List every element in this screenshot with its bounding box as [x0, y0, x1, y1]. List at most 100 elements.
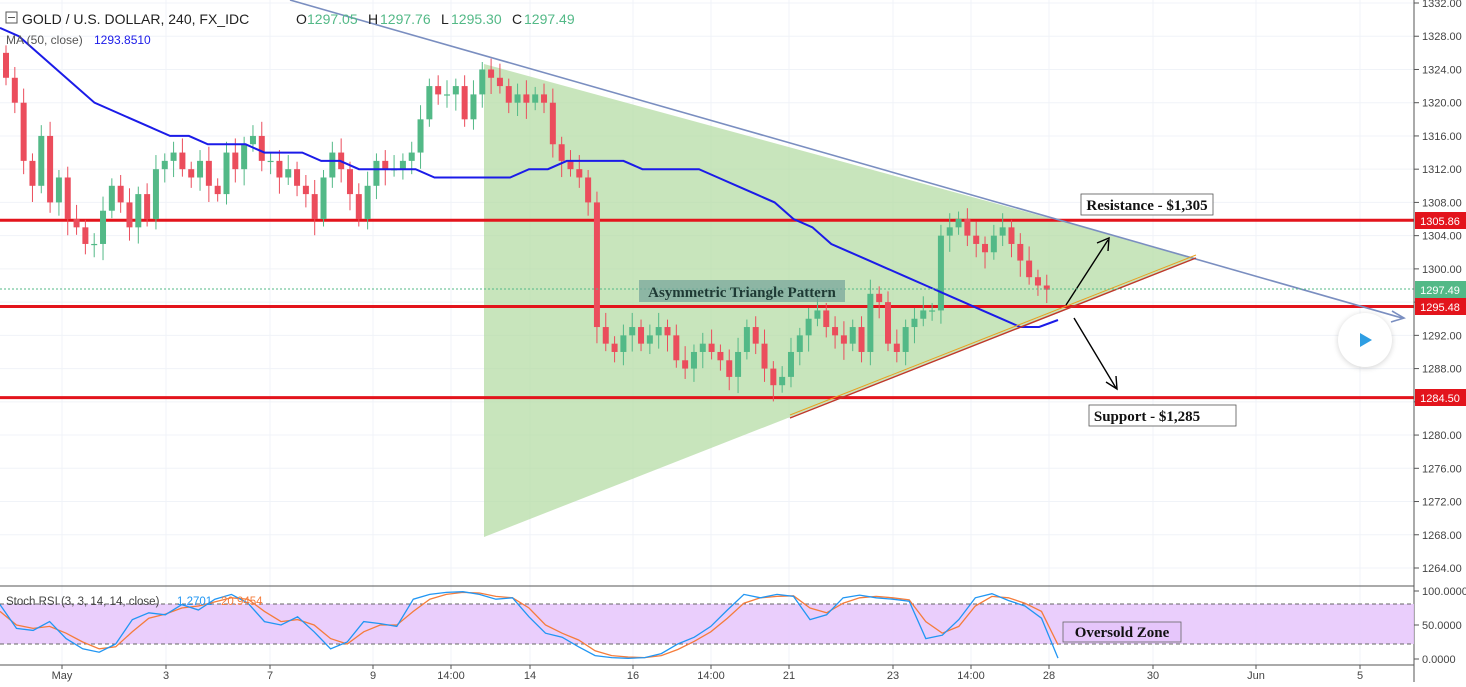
candle-body: [496, 77, 503, 87]
down-arrow: [1073, 317, 1117, 389]
badge-current-price: 1297.49: [1415, 281, 1466, 298]
candle-body: [241, 144, 248, 170]
ma50-line: [0, 26, 1059, 328]
candle-body: [929, 310, 936, 312]
candle-body: [364, 185, 371, 220]
candle-body: [179, 152, 186, 170]
candle-body: [276, 160, 283, 178]
candle-body: [258, 135, 265, 161]
candle-body: [770, 368, 777, 386]
key-levels: [0, 218, 1414, 400]
candle-body: [514, 94, 521, 103]
ascending-trendline[interactable]: [789, 257, 1197, 419]
candle-body: [964, 219, 971, 236]
candle-body: [320, 177, 327, 220]
candle-body: [1008, 227, 1015, 244]
candle-body: [108, 185, 115, 211]
candle-body: [779, 376, 786, 386]
candle-body: [787, 351, 794, 377]
svg-text:1284.50: 1284.50: [1420, 393, 1460, 405]
price-tick-label: 1316.00: [1422, 131, 1462, 143]
svg-text:1297.05: 1297.05: [307, 11, 358, 27]
candle-body: [567, 160, 574, 170]
candle-body: [885, 302, 891, 344]
up-arrow: [1065, 239, 1109, 306]
badge-middle-level: 1295.48: [1415, 298, 1466, 315]
price-tick-label: 1288.00: [1422, 364, 1462, 376]
svg-text:1.2701: 1.2701: [177, 596, 212, 608]
descending-trendline-arrow: [1390, 310, 1406, 323]
candle-body: [937, 235, 944, 311]
oversold-label[interactable]: Oversold Zone: [1062, 621, 1182, 643]
svg-text:Stoch RSI (3, 3, 14, 14, close: Stoch RSI (3, 3, 14, 14, close): [6, 596, 160, 608]
price-tick-label: 1304.00: [1422, 231, 1462, 243]
candlesticks: [3, 45, 1050, 402]
symbol-title: GOLD / U.S. DOLLAR, 240, FX_IDC: [22, 11, 249, 27]
descending-trendline[interactable]: [289, 0, 1403, 319]
candle-body: [399, 160, 406, 170]
price-tick-label: 1280.00: [1422, 430, 1462, 442]
svg-text:1305.86: 1305.86: [1420, 216, 1460, 228]
price-tick-label: 1312.00: [1422, 164, 1462, 176]
candle-body: [823, 310, 830, 328]
svg-text:Resistance - $1,305: Resistance - $1,305: [1086, 198, 1207, 214]
candle-body: [302, 185, 309, 195]
support-label[interactable]: Support - $1,285: [1088, 404, 1237, 427]
candle-body: [717, 351, 724, 361]
svg-text:Asymmetric Triangle Pattern: Asymmetric Triangle Pattern: [648, 285, 836, 301]
candle-body: [805, 318, 812, 336]
candle-body: [576, 169, 583, 178]
candle-body: [470, 94, 477, 120]
candle-body: [814, 310, 821, 319]
price-tick-label: 1276.00: [1422, 463, 1462, 475]
down-arrow-head: [1105, 375, 1118, 391]
candle-body: [973, 235, 980, 244]
candle-body: [832, 327, 839, 336]
candle-body: [144, 194, 151, 220]
candle-body: [858, 327, 865, 352]
candle-body: [867, 293, 874, 352]
candle-body: [955, 219, 962, 228]
candle-body: [64, 177, 71, 220]
candle-body: [38, 135, 45, 186]
svg-text:1297.76: 1297.76: [380, 11, 431, 27]
candle-body: [611, 343, 618, 352]
candle-body: [620, 335, 627, 352]
candle-body: [629, 327, 636, 336]
candle-body: [479, 69, 486, 95]
candle-body: [558, 144, 565, 161]
candle-body: [664, 327, 671, 336]
svg-text:1295.48: 1295.48: [1420, 302, 1460, 314]
time-axis[interactable]: May 3 7 9 14:00 14 16 14:00 21 23 14:00 28 30 Jun 5: [52, 665, 1363, 682]
candle-body: [294, 169, 301, 186]
candle-body: [117, 185, 124, 203]
svg-text:Support - $1,285: Support - $1,285: [1094, 409, 1200, 425]
price-axis[interactable]: 1332.00 1328.00 1324.00 1320.00 1316.00 1312.…: [1414, 0, 1462, 575]
time-tick-label: 5: [1357, 670, 1363, 682]
badge-support: 1284.50: [1415, 389, 1466, 406]
candle-body: [982, 243, 989, 253]
candle-body: [902, 327, 909, 352]
candle-body: [761, 343, 768, 369]
price-tick-label: 1268.00: [1422, 530, 1462, 542]
candle-body: [602, 327, 609, 344]
time-tick-label: 9: [370, 670, 376, 682]
candle-body: [549, 102, 556, 145]
time-tick-label: 14:00: [437, 670, 465, 682]
candle-body: [593, 202, 600, 328]
candle-body: [444, 94, 450, 96]
resistance-label[interactable]: Resistance - $1,305: [1080, 193, 1214, 216]
candle-body: [29, 160, 36, 186]
price-tick-label: 1264.00: [1422, 563, 1462, 575]
candle-body: [1034, 277, 1041, 286]
candle-body: [541, 94, 548, 103]
stoch-d-line: [0, 591, 1059, 659]
pattern-label[interactable]: Asymmetric Triangle Pattern: [639, 280, 845, 302]
ma-value: 1293.8510: [94, 33, 151, 47]
stoch-band: [0, 604, 1414, 644]
candle-body: [946, 227, 953, 236]
play-button[interactable]: [1338, 313, 1392, 367]
time-tick-label: 14: [524, 670, 536, 682]
